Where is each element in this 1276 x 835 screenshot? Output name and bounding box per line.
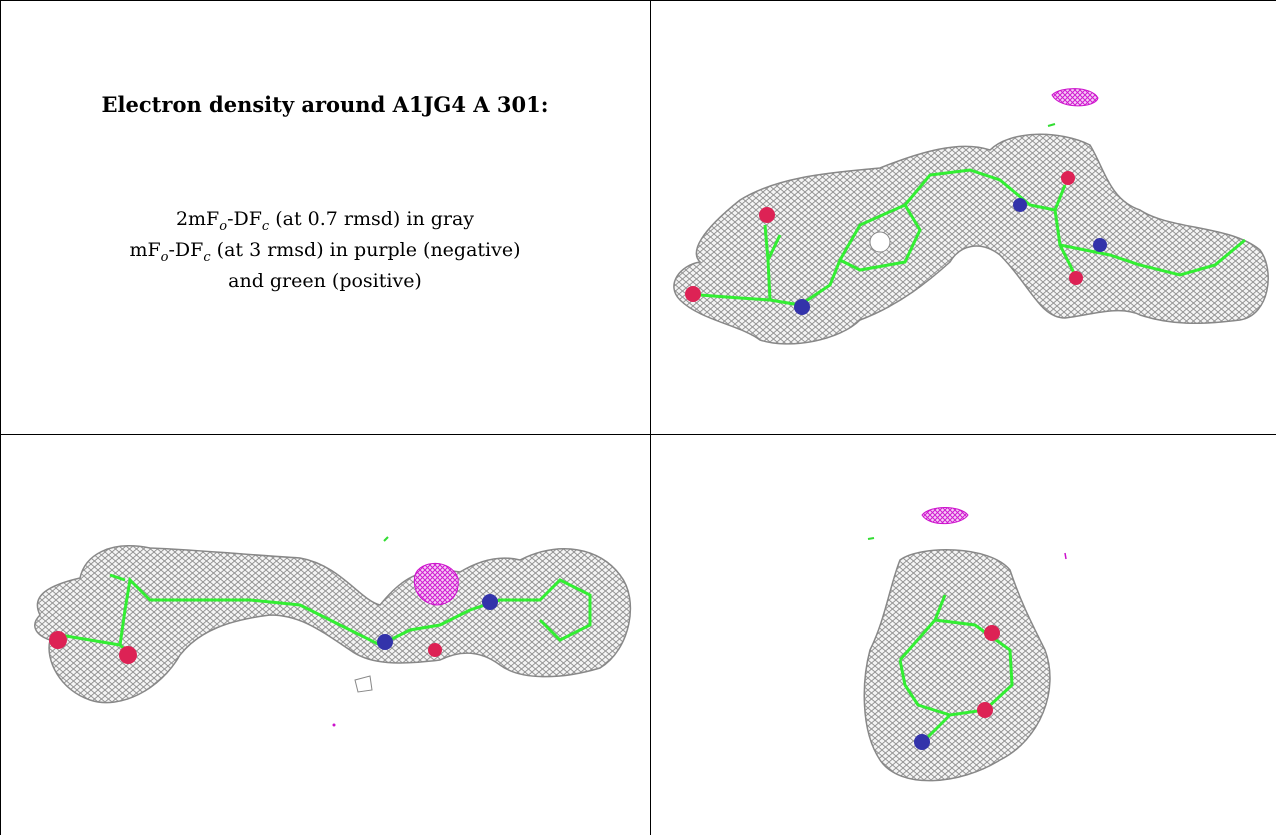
positive-density-speck: [867, 537, 875, 540]
oxygen-atom: [119, 646, 137, 664]
mesh-blob: [673, 133, 1269, 345]
oxygen-atom: [1069, 271, 1083, 285]
oxygen-atom: [685, 286, 701, 302]
legend-line-2fo-fc: 2mFo-DFc (at 0.7 rmsd) in gray: [175, 208, 475, 234]
density-view-bottom-left: [34, 536, 632, 727]
nitrogen-atom: [794, 299, 810, 315]
mesh-blob: [863, 549, 1051, 782]
caption-cell: Electron density around A1JG4 A 301: 2mF…: [0, 0, 650, 434]
positive-density-speck: [1047, 123, 1056, 127]
legend-line-fo-fc: mFo-DFc (at 3 rmsd) in purple (negative): [129, 239, 521, 265]
nitrogen-atom: [1093, 238, 1107, 252]
negative-density-speck: [1064, 552, 1067, 560]
density-view-top-right: [673, 88, 1269, 345]
oxygen-atom: [1061, 171, 1075, 185]
nitrogen-atom: [377, 634, 393, 650]
mesh-blob: [34, 545, 632, 704]
nitrogen-atom: [1013, 198, 1027, 212]
table-middle-horizontal-rule: [0, 434, 1276, 435]
oxygen-atom: [428, 643, 442, 657]
oxygen-atom: [984, 625, 1000, 641]
table-left-rule: [0, 0, 1, 835]
positive-density-speck: [383, 536, 389, 542]
table-middle-vertical-rule: [650, 0, 651, 835]
legend-text: 2mFo-DFc (at 0.7 rmsd) in gray mFo-DFc (…: [0, 204, 650, 297]
table-top-rule: [0, 0, 1276, 1]
figure-title: Electron density around A1JG4 A 301:: [101, 92, 549, 117]
negative-density-blob: [413, 562, 459, 606]
oxygen-atom: [977, 702, 993, 718]
nitrogen-atom: [914, 734, 930, 750]
carbon-bonds: [898, 594, 1014, 742]
oxygen-atom: [759, 207, 775, 223]
oxygen-atom: [49, 631, 67, 649]
negative-density-blob: [1051, 88, 1099, 107]
legend-line-green: and green (positive): [228, 270, 422, 292]
density-view-bottom-right: [863, 507, 1067, 782]
ring-mesh-fragment: [354, 675, 373, 693]
negative-density-speck: [332, 723, 336, 727]
nitrogen-atom: [482, 594, 498, 610]
carbon-bonds: [699, 168, 1246, 307]
ring-hole: [869, 231, 891, 253]
negative-density-blob: [921, 507, 969, 525]
